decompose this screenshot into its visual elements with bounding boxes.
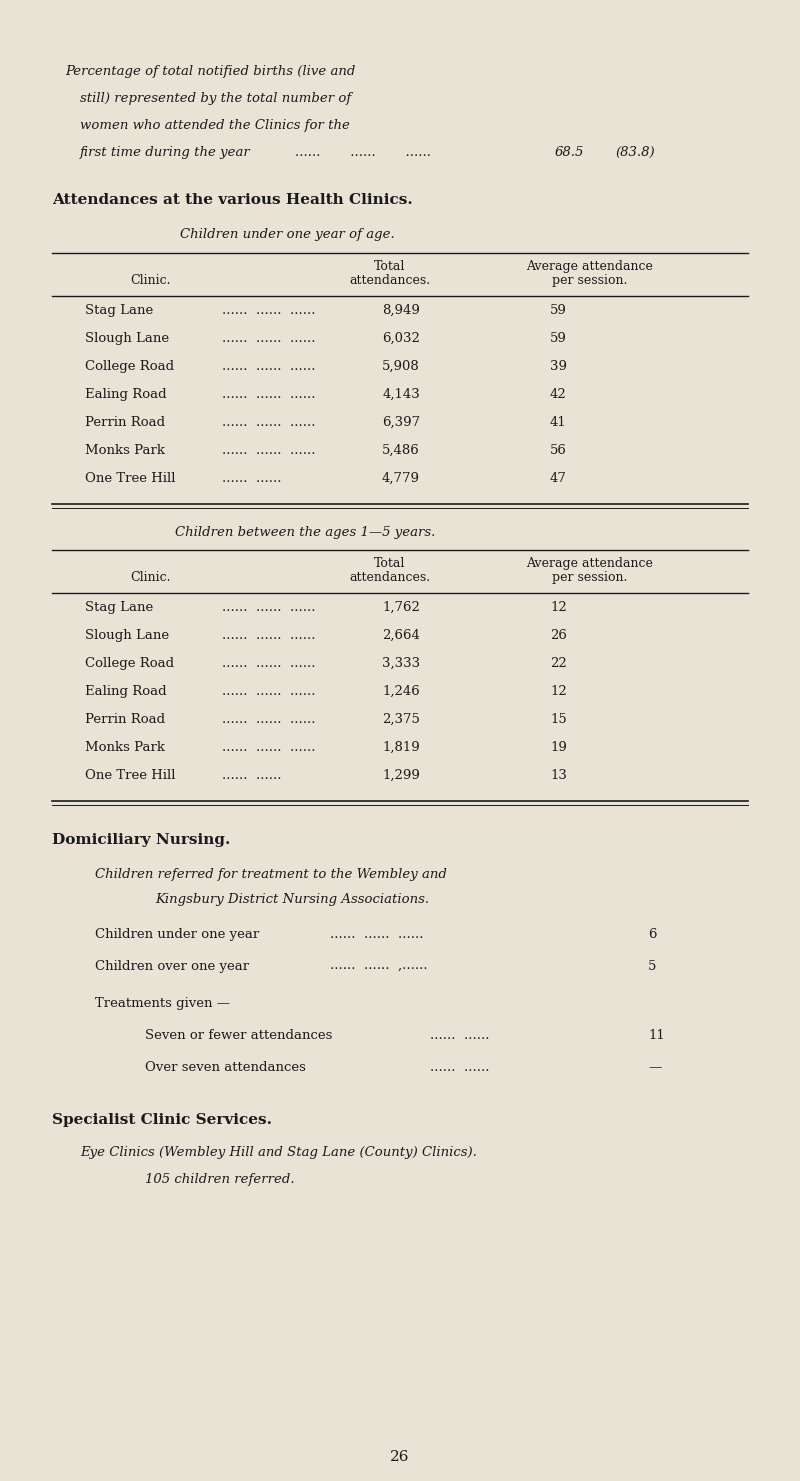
Text: 6,397: 6,397: [382, 416, 420, 429]
Text: Stag Lane: Stag Lane: [85, 304, 154, 317]
Text: Children under one year of age.: Children under one year of age.: [180, 228, 394, 241]
Text: 1,299: 1,299: [382, 769, 420, 782]
Text: 41: 41: [550, 416, 566, 429]
Text: still) represented by the total number of: still) represented by the total number o…: [80, 92, 351, 105]
Text: Over seven attendances: Over seven attendances: [145, 1060, 306, 1074]
Text: Domiciliary Nursing.: Domiciliary Nursing.: [52, 832, 230, 847]
Text: 5,908: 5,908: [382, 360, 420, 373]
Text: 1,762: 1,762: [382, 601, 420, 615]
Text: attendances.: attendances.: [350, 572, 430, 584]
Text: women who attended the Clinics for the: women who attended the Clinics for the: [80, 118, 350, 132]
Text: ......  ......  ,......: ...... ...... ,......: [330, 960, 428, 973]
Text: Children between the ages 1—5 years.: Children between the ages 1—5 years.: [175, 526, 435, 539]
Text: 2,664: 2,664: [382, 629, 420, 641]
Text: 6,032: 6,032: [382, 332, 420, 345]
Text: ......  ......  ......: ...... ...... ......: [222, 444, 315, 458]
Text: 19: 19: [550, 740, 567, 754]
Text: 12: 12: [550, 686, 566, 698]
Text: (83.8): (83.8): [615, 147, 654, 158]
Text: 6: 6: [648, 929, 657, 940]
Text: Children referred for treatment to the Wembley and: Children referred for treatment to the W…: [95, 868, 447, 881]
Text: 1,246: 1,246: [382, 686, 420, 698]
Text: Total: Total: [374, 261, 406, 273]
Text: ......  ......  ......: ...... ...... ......: [222, 686, 315, 698]
Text: Percentage of total notified births (live and: Percentage of total notified births (liv…: [65, 65, 355, 78]
Text: Average attendance: Average attendance: [526, 261, 654, 273]
Text: 4,143: 4,143: [382, 388, 420, 401]
Text: 2,375: 2,375: [382, 712, 420, 726]
Text: Kingsbury District Nursing Associations.: Kingsbury District Nursing Associations.: [155, 893, 429, 906]
Text: 26: 26: [550, 629, 567, 641]
Text: ......  ......  ......: ...... ...... ......: [222, 601, 315, 615]
Text: first time during the year: first time during the year: [80, 147, 250, 158]
Text: 56: 56: [550, 444, 567, 458]
Text: Children under one year: Children under one year: [95, 929, 259, 940]
Text: ......  ......  ......: ...... ...... ......: [222, 332, 315, 345]
Text: ......  ......  ......: ...... ...... ......: [222, 388, 315, 401]
Text: Clinic.: Clinic.: [130, 572, 170, 584]
Text: 42: 42: [550, 388, 566, 401]
Text: 59: 59: [550, 304, 567, 317]
Text: One Tree Hill: One Tree Hill: [85, 769, 175, 782]
Text: 12: 12: [550, 601, 566, 615]
Text: ......  ......: ...... ......: [430, 1060, 490, 1074]
Text: College Road: College Road: [85, 658, 174, 669]
Text: ......  ......  ......: ...... ...... ......: [222, 304, 315, 317]
Text: College Road: College Road: [85, 360, 174, 373]
Text: Stag Lane: Stag Lane: [85, 601, 154, 615]
Text: Ealing Road: Ealing Road: [85, 686, 166, 698]
Text: 59: 59: [550, 332, 567, 345]
Text: Monks Park: Monks Park: [85, 740, 165, 754]
Text: 68.5: 68.5: [555, 147, 584, 158]
Text: Ealing Road: Ealing Road: [85, 388, 166, 401]
Text: ......  ......  ......: ...... ...... ......: [222, 360, 315, 373]
Text: Seven or fewer attendances: Seven or fewer attendances: [145, 1029, 332, 1043]
Text: Clinic.: Clinic.: [130, 274, 170, 287]
Text: ......  ......: ...... ......: [430, 1029, 490, 1043]
Text: 13: 13: [550, 769, 567, 782]
Text: 1,819: 1,819: [382, 740, 420, 754]
Text: 22: 22: [550, 658, 566, 669]
Text: 26: 26: [390, 1450, 410, 1465]
Text: per session.: per session.: [552, 274, 628, 287]
Text: Perrin Road: Perrin Road: [85, 416, 165, 429]
Text: 4,779: 4,779: [382, 472, 420, 484]
Text: per session.: per session.: [552, 572, 628, 584]
Text: ......  ......  ......: ...... ...... ......: [222, 740, 315, 754]
Text: 47: 47: [550, 472, 567, 484]
Text: attendances.: attendances.: [350, 274, 430, 287]
Text: Slough Lane: Slough Lane: [85, 332, 169, 345]
Text: ......  ......  ......: ...... ...... ......: [330, 929, 423, 940]
Text: ......       ......       ......: ...... ...... ......: [295, 147, 431, 158]
Text: Treatments given —: Treatments given —: [95, 997, 230, 1010]
Text: 11: 11: [648, 1029, 665, 1043]
Text: Slough Lane: Slough Lane: [85, 629, 169, 641]
Text: —: —: [648, 1060, 662, 1074]
Text: 5,486: 5,486: [382, 444, 420, 458]
Text: 105 children referred.: 105 children referred.: [145, 1173, 294, 1186]
Text: Average attendance: Average attendance: [526, 557, 654, 570]
Text: ......  ......  ......: ...... ...... ......: [222, 629, 315, 641]
Text: 15: 15: [550, 712, 566, 726]
Text: Total: Total: [374, 557, 406, 570]
Text: Children over one year: Children over one year: [95, 960, 249, 973]
Text: ......  ......  ......: ...... ...... ......: [222, 658, 315, 669]
Text: Specialist Clinic Services.: Specialist Clinic Services.: [52, 1114, 272, 1127]
Text: ......  ......  ......: ...... ...... ......: [222, 416, 315, 429]
Text: Monks Park: Monks Park: [85, 444, 165, 458]
Text: Perrin Road: Perrin Road: [85, 712, 165, 726]
Text: 3,333: 3,333: [382, 658, 420, 669]
Text: ......  ......: ...... ......: [222, 472, 282, 484]
Text: One Tree Hill: One Tree Hill: [85, 472, 175, 484]
Text: 5: 5: [648, 960, 656, 973]
Text: Attendances at the various Health Clinics.: Attendances at the various Health Clinic…: [52, 193, 413, 207]
Text: 39: 39: [550, 360, 567, 373]
Text: 8,949: 8,949: [382, 304, 420, 317]
Text: ......  ......  ......: ...... ...... ......: [222, 712, 315, 726]
Text: ......  ......: ...... ......: [222, 769, 282, 782]
Text: Eye Clinics (Wembley Hill and Stag Lane (County) Clinics).: Eye Clinics (Wembley Hill and Stag Lane …: [80, 1146, 477, 1160]
